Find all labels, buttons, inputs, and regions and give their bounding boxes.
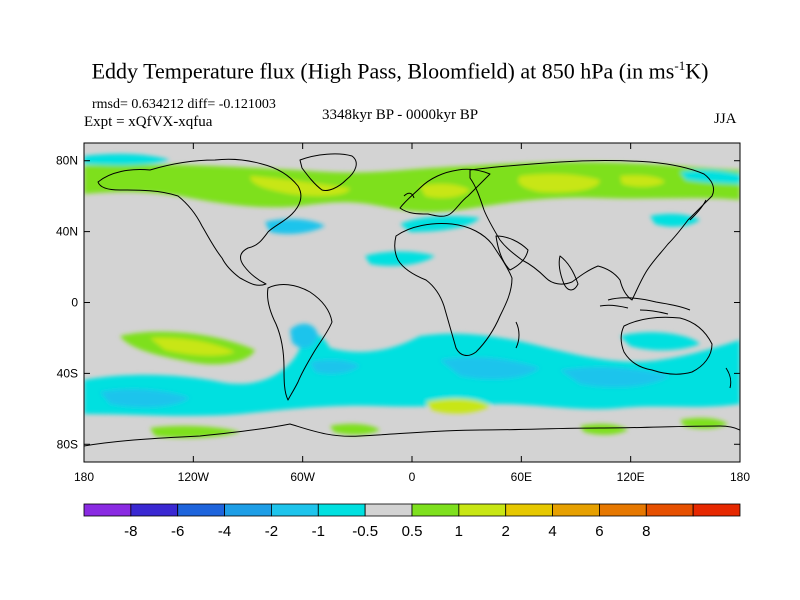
colorbar-label: 2 bbox=[502, 523, 510, 540]
colorbar-swatch bbox=[224, 503, 272, 517]
colorbar-swatch bbox=[364, 503, 413, 517]
x-tick-label: 180 bbox=[74, 470, 94, 484]
colorbar-swatch bbox=[271, 503, 319, 517]
colorbar-label: 1 bbox=[455, 523, 463, 540]
x-tick-label: 60E bbox=[511, 470, 532, 484]
colorbar-label: -8 bbox=[124, 523, 137, 540]
coastline-uk bbox=[403, 192, 415, 199]
x-tick-label: 60W bbox=[290, 470, 315, 484]
colorbar-label: -6 bbox=[171, 523, 184, 540]
contour-region bbox=[100, 389, 190, 408]
coastline-arabia bbox=[495, 235, 529, 271]
x-tick-label: 120W bbox=[178, 470, 210, 484]
coastline-japan bbox=[689, 199, 707, 221]
coastline-south-america bbox=[267, 284, 333, 401]
contour-region bbox=[620, 332, 700, 351]
coastline-africa bbox=[394, 223, 513, 356]
contour-region bbox=[310, 359, 360, 374]
colorbar-label: 0.5 bbox=[402, 523, 423, 540]
y-tick-label: 80N bbox=[56, 154, 78, 168]
colorbar-swatch bbox=[552, 503, 600, 517]
colorbar-label: -0.5 bbox=[352, 523, 378, 540]
coastlines bbox=[84, 153, 740, 447]
colorbar: -8 -6 -4 -2 -1 -0.5 0.5 1 2 4 6 8 bbox=[83, 503, 741, 540]
coastline-north-america bbox=[97, 158, 302, 286]
contour-region bbox=[290, 323, 318, 349]
colorbar-swatch bbox=[505, 503, 553, 517]
contour-region bbox=[580, 423, 628, 435]
contour-region bbox=[440, 357, 540, 380]
colorbar-swatch bbox=[130, 503, 179, 517]
x-tick-label: 180 bbox=[730, 470, 750, 484]
title-superscript: -1 bbox=[674, 58, 686, 73]
contour-region bbox=[420, 183, 470, 198]
x-tick-label: 0 bbox=[409, 470, 416, 484]
colorbar-swatch bbox=[458, 503, 507, 517]
colorbar-label: 8 bbox=[642, 523, 650, 540]
contour-region bbox=[365, 251, 435, 266]
contour-region bbox=[400, 216, 480, 232]
experiment-label: Expt = xQfVX-xqfua bbox=[84, 114, 213, 130]
coastline-madagascar bbox=[515, 321, 520, 349]
contour-region bbox=[426, 398, 490, 414]
colorbar-label: -2 bbox=[265, 523, 278, 540]
contour-region bbox=[84, 333, 740, 416]
contour-region bbox=[650, 213, 700, 227]
colorbar-label: -1 bbox=[312, 523, 325, 540]
coastline-india bbox=[558, 255, 579, 291]
coastline-indonesia bbox=[599, 297, 691, 315]
colorbar-swatch bbox=[692, 503, 741, 517]
season-label: JJA bbox=[714, 111, 737, 127]
contour-region bbox=[330, 423, 380, 435]
colorbar-swatch bbox=[177, 503, 225, 517]
coastline-new-zealand bbox=[725, 367, 732, 389]
colorbar-swatch bbox=[83, 503, 132, 517]
contour-region bbox=[518, 173, 600, 193]
contour-fill-layer bbox=[84, 153, 740, 447]
coastline-australia bbox=[620, 316, 713, 375]
contour-region bbox=[560, 367, 670, 388]
contour-region bbox=[150, 337, 235, 356]
contour-region bbox=[84, 162, 740, 213]
map-ticks: 180 120W 60W 0 60E 120E 180 80N 40N 0 40S 80S bbox=[56, 143, 750, 484]
y-tick-label: 0 bbox=[71, 296, 78, 310]
contour-region bbox=[680, 169, 740, 184]
colorbar-swatch bbox=[599, 503, 647, 517]
colorbar-swatch bbox=[317, 503, 366, 517]
title-main: Eddy Temperature flux (High Pass, Bloomf… bbox=[91, 58, 675, 84]
x-tick-label: 120E bbox=[617, 470, 645, 484]
colorbar-swatch bbox=[645, 503, 694, 517]
colorbar-label: -4 bbox=[218, 523, 231, 540]
contour-region bbox=[620, 175, 665, 187]
coastline-greenland bbox=[299, 153, 357, 191]
colorbar-label: 6 bbox=[595, 523, 603, 540]
contour-region bbox=[84, 153, 170, 166]
contour-region bbox=[150, 425, 240, 439]
period-label: 3348kyr BP - 0000kyr BP bbox=[322, 107, 479, 123]
title-tail: K) bbox=[685, 58, 709, 84]
coastline-antarctica bbox=[84, 423, 740, 447]
coastline-europe bbox=[399, 168, 491, 217]
map-panel: 180 120W 60W 0 60E 120E 180 80N 40N 0 40S 80S bbox=[56, 142, 750, 484]
colorbar-label: 4 bbox=[548, 523, 556, 540]
colorbar-swatch bbox=[411, 503, 460, 517]
chart-title: Eddy Temperature flux (High Pass, Bloomf… bbox=[0, 58, 800, 84]
y-tick-label: 40S bbox=[57, 366, 78, 380]
y-tick-label: 80S bbox=[57, 437, 78, 451]
stats-label: rmsd= 0.634212 diff= -0.121003 bbox=[92, 97, 276, 112]
y-tick-label: 40N bbox=[56, 225, 78, 239]
